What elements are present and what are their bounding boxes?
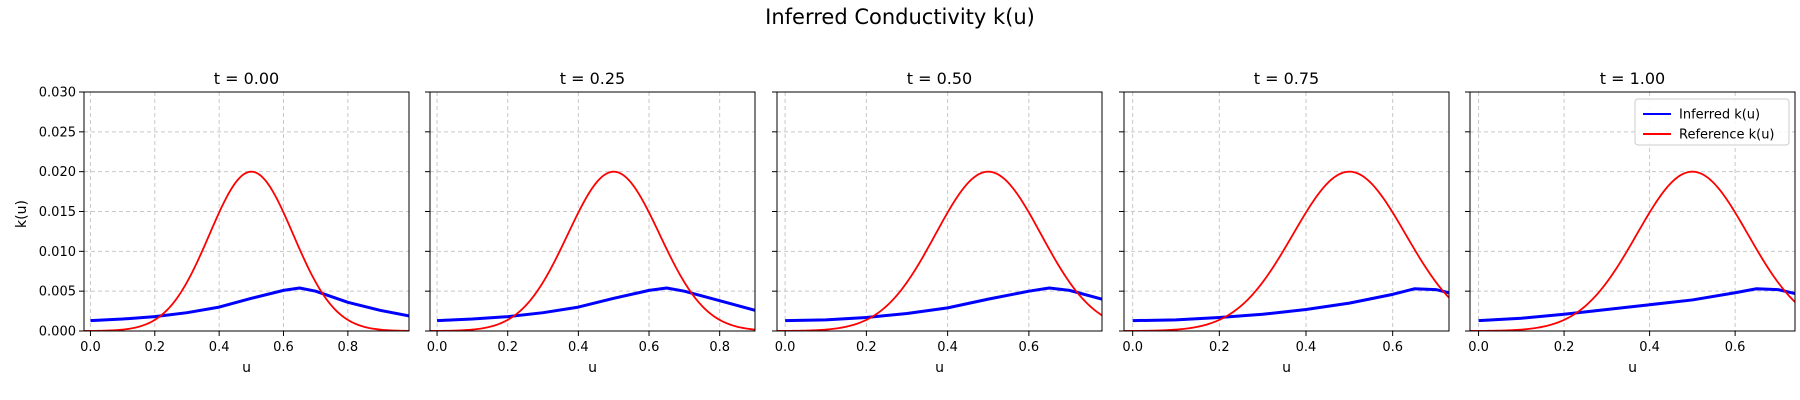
x-axis-label: u	[935, 360, 944, 376]
x-axis-label: u	[588, 360, 597, 376]
subplot-title: t = 0.00	[214, 69, 279, 88]
legend: Inferred k(u) Reference k(u)	[1634, 98, 1790, 146]
y-tick-label: 0.000	[39, 325, 76, 340]
x-tick-label: 0.6	[1019, 340, 1040, 355]
x-tick-label: 0.6	[1382, 340, 1403, 355]
subplot-title: t = 0.75	[1254, 69, 1319, 88]
reference-k-line	[1124, 170, 1449, 331]
x-tick-label: 0.6	[273, 340, 294, 355]
x-tick-label: 0.8	[338, 340, 359, 355]
subplot-title: t = 1.00	[1600, 69, 1665, 88]
x-tick-label: 0.4	[1296, 340, 1317, 355]
subplot-1: 0.0 0.2 0.4 0.6 0.8 t = 0.25 u	[425, 69, 756, 376]
x-tick-label: 0.4	[209, 340, 230, 355]
x-tick-label: 0.0	[1468, 340, 1489, 355]
x-tick-label: 0.2	[144, 340, 165, 355]
subplot-2: 0.0 0.2 0.4 0.6 t = 0.50 u	[772, 69, 1103, 376]
x-tick-label: 0.4	[937, 340, 958, 355]
y-tick-label: 0.015	[39, 205, 76, 220]
reference-k-line	[777, 170, 1102, 331]
x-tick-label: 0.0	[427, 340, 448, 355]
legend-label: Inferred k(u)	[1679, 108, 1760, 123]
x-tick-label: 0.4	[568, 340, 589, 355]
inferred-k-line	[90, 286, 409, 323]
inferred-k-line	[1478, 287, 1795, 323]
x-tick-label: 0.0	[1122, 340, 1143, 355]
x-tick-label: 0.4	[1639, 340, 1660, 355]
figure-title: Inferred Conductivity k(u)	[765, 5, 1035, 29]
x-tick-label: 0.0	[775, 340, 796, 355]
x-axis-label: u	[1628, 360, 1637, 376]
subplot-4: 0.0 0.2 0.4 0.6 t = 1.00 u Inferred k(u) Refere…	[1465, 69, 1796, 376]
y-tick-label: 0.030	[39, 86, 76, 101]
reference-k-line	[1470, 170, 1795, 331]
inferred-k-line	[785, 286, 1102, 323]
x-axis-label: u	[1282, 360, 1291, 376]
x-axis-label: u	[242, 360, 251, 376]
legend-box	[1634, 98, 1790, 146]
x-tick-label: 0.8	[709, 340, 730, 355]
reference-k-line	[430, 170, 755, 331]
subplot-0: 0.000 0.005 0.010 0.015 0.020 0.025 0.030 0.0 0.…	[39, 69, 410, 376]
x-tick-label: 0.2	[497, 340, 518, 355]
subplot-3: 0.0 0.2 0.4 0.6 t = 0.75 u	[1119, 69, 1450, 376]
x-tick-label: 0.2	[1554, 340, 1575, 355]
y-tick-label: 0.025	[39, 125, 76, 140]
x-tick-label: 0.0	[80, 340, 101, 355]
reference-k-line	[84, 170, 409, 331]
x-tick-label: 0.2	[1209, 340, 1230, 355]
inferred-k-line	[437, 286, 755, 323]
y-tick-label: 0.020	[39, 165, 76, 180]
y-tick-label: 0.010	[39, 245, 76, 260]
inferred-k-line	[1132, 287, 1449, 323]
y-tick-label: 0.005	[39, 285, 76, 300]
subplot-title: t = 0.25	[560, 69, 625, 88]
x-tick-label: 0.6	[639, 340, 660, 355]
legend-label: Reference k(u)	[1679, 128, 1775, 143]
x-tick-label: 0.6	[1725, 340, 1746, 355]
x-tick-label: 0.2	[856, 340, 877, 355]
y-axis-label: k(u)	[14, 200, 30, 228]
subplot-title: t = 0.50	[907, 69, 972, 88]
